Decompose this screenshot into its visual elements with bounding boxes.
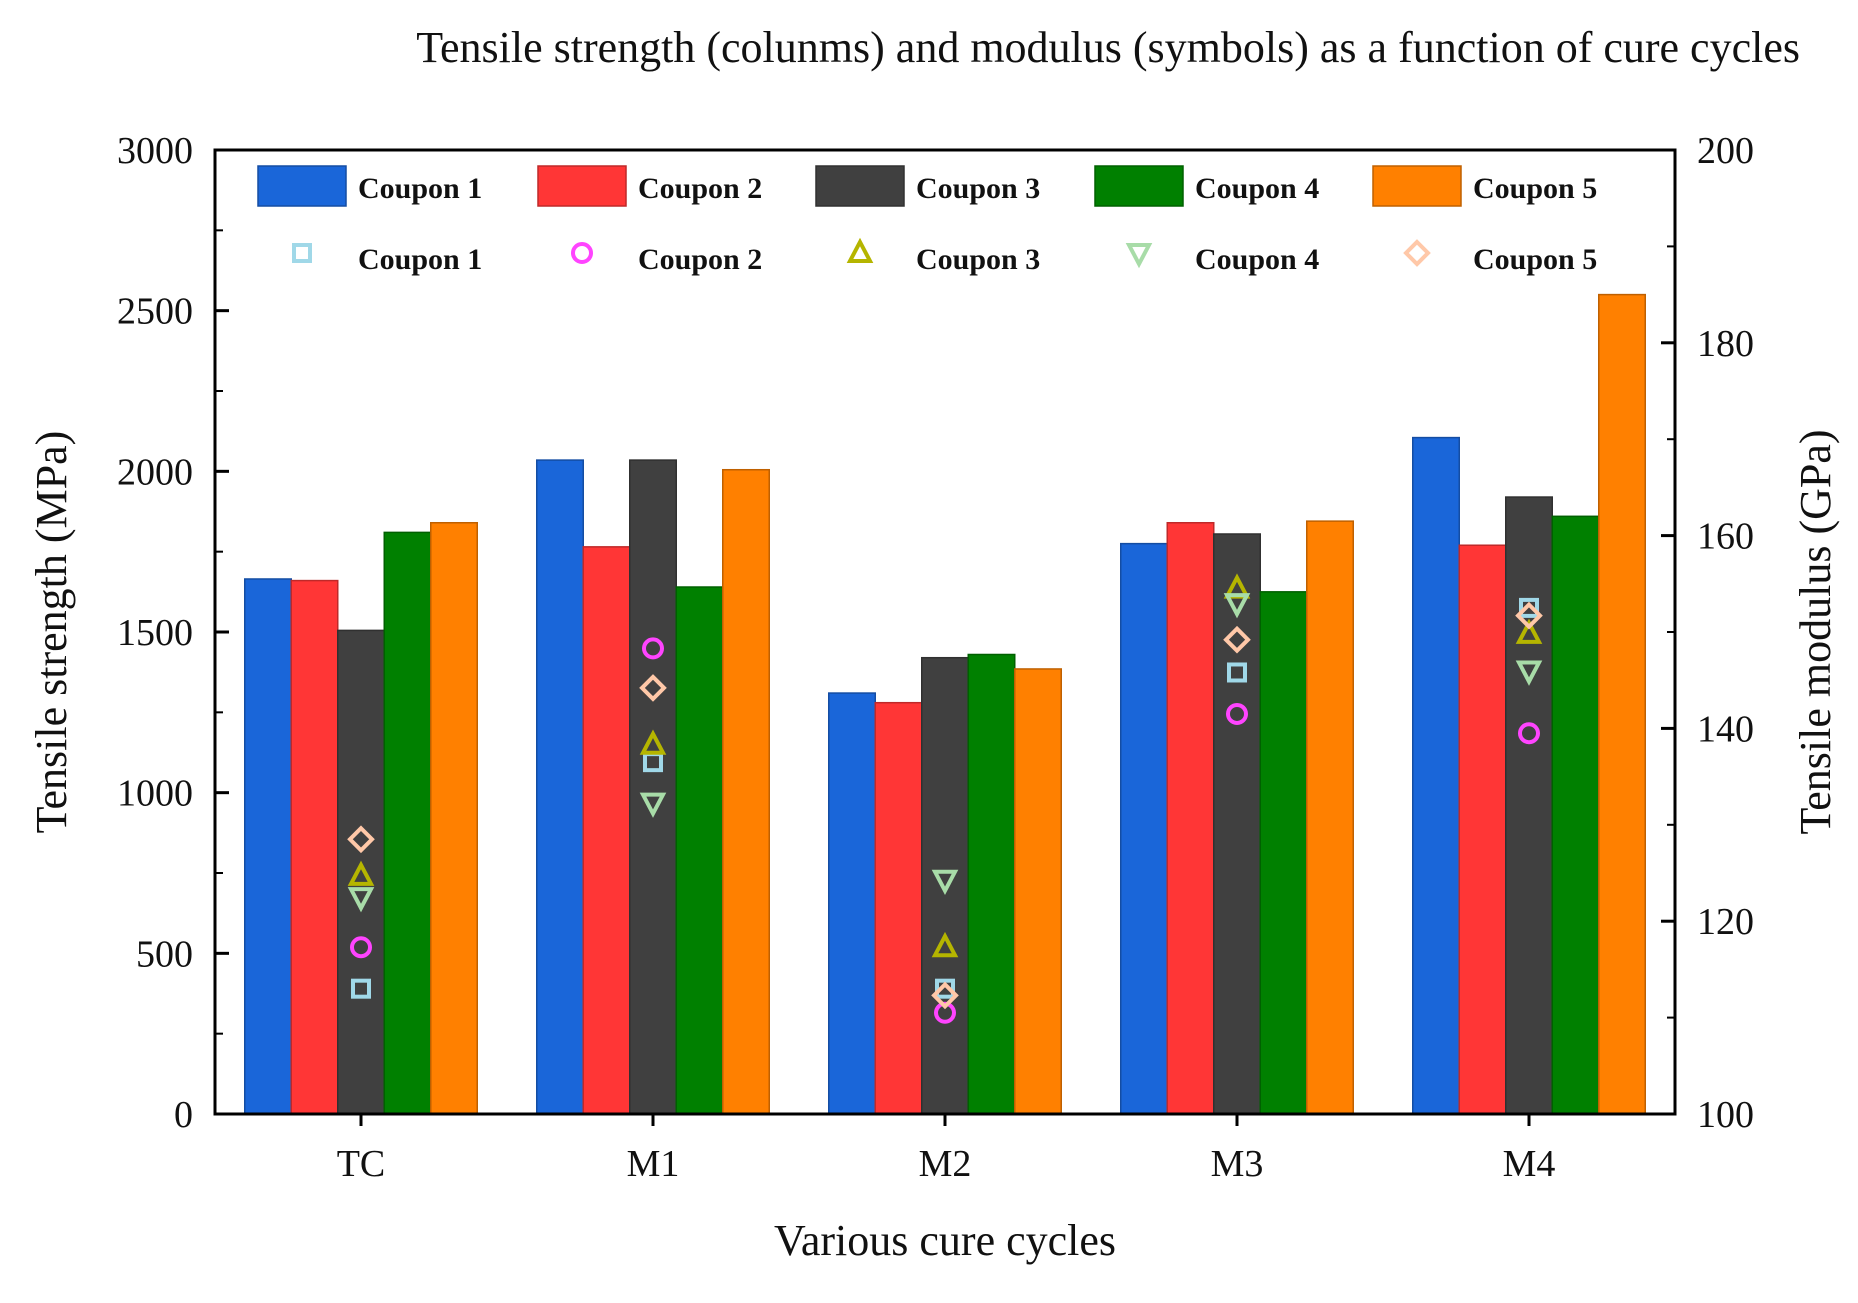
- legend-swatch-coupon-5: [1372, 165, 1462, 207]
- bar-m2-coupon-3: [921, 656, 969, 1115]
- x-axis-label: Various cure cycles: [774, 1216, 1116, 1265]
- y-tick-label: 1500: [117, 612, 193, 654]
- bar-m3-coupon-2: [1166, 521, 1215, 1115]
- bar-m1-coupon-2: [582, 546, 631, 1115]
- marker-m2-coupon-3: [931, 931, 959, 958]
- legend-marker-coupon-3: [846, 237, 874, 263]
- marker-tc-coupon-1: [351, 978, 371, 999]
- legend-marker-coupon-1: [292, 243, 312, 263]
- marker-m1-coupon-4: [639, 792, 667, 818]
- marker-tc-coupon-4: [347, 887, 375, 913]
- bar-m1-coupon-5: [722, 468, 770, 1115]
- bar-tc-coupon-3: [337, 629, 385, 1115]
- legend-marker-coupon-4: [1125, 243, 1153, 269]
- legend-swatch-coupon-3: [815, 165, 905, 207]
- bar-layer: [244, 293, 1646, 1115]
- marker-m4-coupon-3: [1515, 618, 1543, 644]
- x-tick-label-m1: M1: [627, 1143, 680, 1185]
- marker-m4-coupon-5: [1515, 601, 1543, 630]
- y2-tick-label: 200: [1697, 130, 1754, 172]
- marker-m3-coupon-2: [1226, 702, 1248, 725]
- marker-m4-coupon-1: [1519, 597, 1539, 618]
- bar-m3-coupon-3: [1213, 533, 1261, 1115]
- bar-m1-coupon-4: [675, 586, 724, 1115]
- y-tick-label: 500: [136, 933, 193, 975]
- bar-m4-coupon-3: [1505, 496, 1553, 1115]
- legend-marker-label: Coupon 5: [1473, 243, 1597, 276]
- y2-tick-label: 140: [1697, 708, 1754, 750]
- legend-bar-label: Coupon 3: [916, 172, 1040, 205]
- bar-tc-coupon-1: [244, 578, 292, 1115]
- legend-marker-label: Coupon 3: [916, 243, 1040, 276]
- legend-marker-coupon-2: [571, 242, 593, 264]
- marker-m3-coupon-4: [1223, 593, 1251, 619]
- bar-tc-coupon-2: [290, 579, 339, 1115]
- y-tick-label: 2000: [117, 451, 193, 493]
- y2-axis-label: Tensile modulus (GPa): [1791, 429, 1840, 834]
- bar-m4-coupon-4: [1551, 515, 1600, 1115]
- bar-m1-coupon-3: [629, 459, 677, 1115]
- bar-m3-coupon-5: [1306, 520, 1354, 1115]
- y-tick-label: 0: [174, 1094, 193, 1136]
- legend-marker-label: Coupon 1: [358, 243, 482, 276]
- bar-m1-coupon-1: [536, 459, 584, 1115]
- y-tick-label: 3000: [117, 130, 193, 172]
- legend-bar-label: Coupon 5: [1473, 172, 1597, 205]
- legend-swatch-coupon-1: [257, 165, 347, 207]
- legend-marker-label: Coupon 2: [638, 243, 762, 276]
- marker-layer: [347, 573, 1543, 1024]
- legend-swatch-coupon-2: [537, 165, 627, 207]
- marker-m2-coupon-4: [931, 869, 959, 896]
- legend-bar-label: Coupon 1: [358, 172, 482, 205]
- bar-m4-coupon-1: [1412, 436, 1460, 1115]
- y2-tick-label: 120: [1697, 901, 1754, 943]
- legend-bar-label: Coupon 2: [638, 172, 762, 205]
- legend-marker-coupon-5: [1403, 239, 1431, 267]
- y-axis-label: Tensile strength (MPa): [27, 431, 76, 834]
- bar-m2-coupon-1: [828, 692, 876, 1115]
- marker-m2-coupon-1: [935, 978, 955, 999]
- legend-marker-label: Coupon 4: [1195, 243, 1319, 276]
- chart-title: Tensile strength (colunms) and modulus (…: [416, 23, 1800, 72]
- y2-tick-label: 100: [1697, 1094, 1754, 1136]
- marker-m1-coupon-3: [639, 729, 667, 755]
- bar-m4-coupon-2: [1458, 544, 1507, 1115]
- bar-tc-coupon-4: [383, 531, 432, 1115]
- y2-tick-label: 180: [1697, 323, 1754, 365]
- bar-m2-coupon-5: [1014, 668, 1062, 1115]
- bar-m3-coupon-1: [1120, 542, 1168, 1115]
- y-tick-label: 2500: [117, 291, 193, 333]
- axis-ticks: 0 500 1000 1500 2000 2500 3000 100 120 140 160 180 2…: [117, 130, 1754, 1185]
- bar-m4-coupon-5: [1598, 293, 1646, 1115]
- marker-m1-coupon-2: [642, 637, 664, 660]
- x-tick-label-m4: M4: [1503, 1143, 1556, 1185]
- x-tick-label-m2: M2: [919, 1143, 972, 1185]
- legend-bar-label: Coupon 4: [1195, 172, 1319, 205]
- bar-m3-coupon-4: [1259, 591, 1308, 1115]
- marker-m2-coupon-5: [931, 981, 959, 1010]
- marker-m3-coupon-1: [1227, 662, 1247, 683]
- x-tick-label-tc: TC: [337, 1143, 386, 1185]
- marker-m3-coupon-5: [1223, 625, 1251, 654]
- marker-m1-coupon-5: [639, 674, 667, 702]
- bar-m2-coupon-2: [874, 701, 923, 1115]
- marker-tc-coupon-3: [347, 860, 375, 886]
- marker-m4-coupon-2: [1518, 722, 1540, 745]
- legend-swatch-coupon-4: [1094, 165, 1184, 207]
- bar-tc-coupon-5: [430, 521, 478, 1115]
- y2-tick-label: 160: [1697, 516, 1754, 558]
- bar-m2-coupon-4: [967, 653, 1016, 1115]
- x-tick-label-m3: M3: [1211, 1143, 1264, 1185]
- marker-tc-coupon-5: [347, 825, 375, 854]
- marker-m4-coupon-4: [1515, 660, 1543, 686]
- legend: Coupon 1 Coupon 2 Coupon 3 Coupon 4 Coupon 5…: [257, 165, 1597, 276]
- y-tick-label: 1000: [117, 773, 193, 815]
- marker-tc-coupon-2: [350, 936, 372, 959]
